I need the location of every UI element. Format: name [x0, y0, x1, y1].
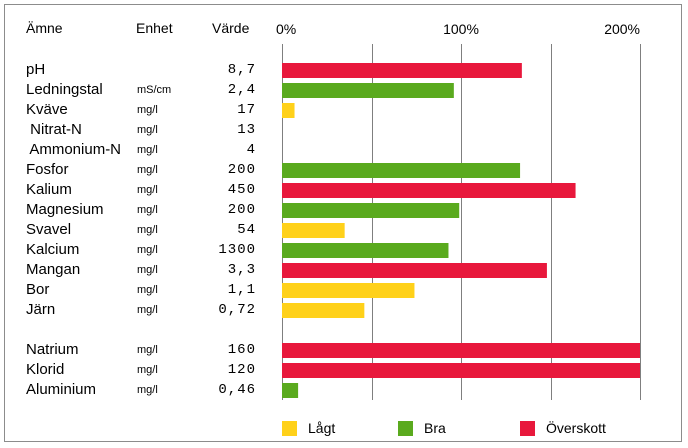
- legend-swatch-1: [398, 421, 413, 436]
- header-enhet: Enhet: [136, 20, 173, 36]
- row-value-10: 3,3: [227, 262, 256, 278]
- row-unit-3: mg/l: [137, 124, 158, 136]
- row-name-14: Klorid: [26, 361, 65, 378]
- row-unit-1: mS/cm: [137, 84, 172, 96]
- bar-1: [282, 83, 454, 98]
- row-value-2: 17: [237, 102, 256, 118]
- row-name-4: Ammonium-N: [26, 141, 122, 158]
- row-name-5: Fosfor: [26, 161, 69, 178]
- row-unit-6: mg/l: [137, 184, 158, 196]
- row-name-9: Kalcium: [26, 241, 80, 258]
- bar-8: [282, 223, 345, 238]
- row-name-8: Svavel: [26, 221, 72, 238]
- row-value-13: 160: [227, 342, 256, 358]
- x-tick-label-2: 200%: [604, 21, 640, 37]
- row-value-7: 200: [227, 202, 256, 218]
- bar-13: [282, 343, 640, 358]
- x-tick-label-0: 0%: [276, 21, 296, 37]
- row-value-11: 1,1: [227, 282, 256, 298]
- row-name-1: Ledningstal: [26, 81, 103, 98]
- bar-5: [282, 163, 521, 178]
- row-unit-15: mg/l: [137, 384, 158, 396]
- bar-12: [282, 303, 365, 318]
- row-unit-2: mg/l: [137, 104, 158, 116]
- row-value-12: 0,72: [218, 302, 256, 318]
- row-name-11: Bor: [26, 281, 50, 298]
- row-name-12: Järn: [26, 301, 56, 318]
- legend-label-1: Bra: [424, 420, 446, 436]
- row-value-9: 1300: [218, 242, 256, 258]
- row-unit-14: mg/l: [137, 364, 158, 376]
- row-unit-8: mg/l: [137, 224, 158, 236]
- bar-14: [282, 363, 640, 378]
- row-value-4: 4: [246, 142, 256, 158]
- bar-6: [282, 183, 576, 198]
- row-value-1: 2,4: [227, 82, 256, 98]
- row-value-8: 54: [237, 222, 256, 238]
- header-varde: Värde: [212, 20, 250, 36]
- row-unit-10: mg/l: [137, 264, 158, 276]
- row-unit-5: mg/l: [137, 164, 158, 176]
- row-value-15: 0,46: [218, 382, 256, 398]
- legend-label-0: Lågt: [308, 420, 335, 436]
- row-name-15: Aluminium: [26, 381, 97, 398]
- row-unit-9: mg/l: [137, 244, 158, 256]
- row-value-5: 200: [227, 162, 256, 178]
- legend-swatch-2: [520, 421, 535, 436]
- row-unit-4: mg/l: [137, 144, 158, 156]
- row-value-6: 450: [227, 182, 256, 198]
- row-unit-11: mg/l: [137, 284, 158, 296]
- header-amne: Ämne: [26, 20, 63, 36]
- bar-15: [282, 383, 299, 398]
- bar-10: [282, 263, 547, 278]
- row-unit-12: mg/l: [137, 304, 158, 316]
- row-name-7: Magnesium: [26, 201, 104, 218]
- bar-2: [282, 103, 295, 118]
- row-value-3: 13: [237, 122, 256, 138]
- row-name-0: pH: [26, 61, 46, 78]
- row-unit-7: mg/l: [137, 204, 158, 216]
- bar-7: [282, 203, 460, 218]
- row-value-14: 120: [227, 362, 256, 378]
- row-name-13: Natrium: [26, 341, 79, 358]
- row-name-2: Kväve: [26, 101, 68, 118]
- row-name-10: Mangan: [26, 261, 81, 278]
- legend-swatch-0: [282, 421, 297, 436]
- x-tick-label-1: 100%: [443, 21, 479, 37]
- legend-label-2: Överskott: [546, 419, 606, 436]
- bar-11: [282, 283, 415, 298]
- row-unit-13: mg/l: [137, 344, 158, 356]
- row-name-3: Nitrat-N: [26, 121, 82, 138]
- bar-0: [282, 63, 522, 78]
- bar-9: [282, 243, 449, 258]
- row-name-6: Kalium: [26, 181, 72, 198]
- row-value-0: 8,7: [227, 62, 256, 78]
